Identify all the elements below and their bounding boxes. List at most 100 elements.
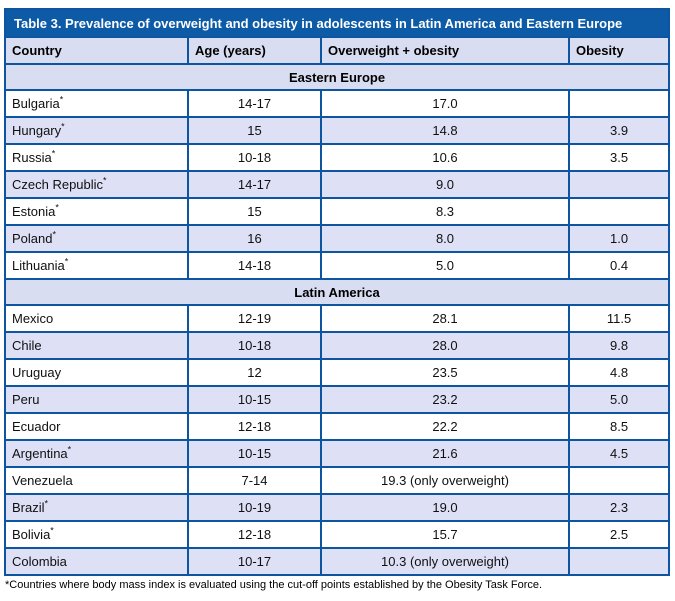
overweight-obesity-cell: 15.7 (320, 520, 570, 549)
table-row-peru: Peru 10-15 23.2 5.0 (4, 385, 671, 414)
age-cell: 10-17 (187, 547, 322, 576)
footnote-marker: * (52, 229, 56, 240)
table-title: Table 3. Prevalence of overweight and ob… (3, 8, 671, 38)
obesity-cell (567, 466, 671, 495)
section-header: Eastern Europe (3, 63, 671, 91)
country-cell: Colombia (4, 547, 189, 576)
footnote-marker: * (50, 525, 54, 536)
prevalence-table: Table 3. Prevalence of overweight and ob… (3, 8, 671, 576)
overweight-obesity-cell: 19.0 (320, 493, 570, 522)
obesity-cell: 2.5 (567, 520, 671, 549)
age-cell: 14-17 (187, 89, 322, 118)
column-header-row: Country Age (years) Overweight + obesity Ob… (4, 36, 671, 65)
footnote-marker: * (64, 256, 69, 267)
overweight-obesity-cell: 8.0 (320, 224, 570, 253)
age-cell: 14-17 (187, 170, 322, 199)
table-row-estonia: Estonia* 15 8.3 (4, 197, 671, 226)
obesity-cell: 4.8 (567, 358, 671, 387)
table-row-venezuela: Venezuela 7-14 19.3 (only overweight) (4, 466, 671, 495)
obesity-cell (567, 89, 671, 118)
country-cell: Peru (4, 385, 189, 414)
overweight-obesity-cell: 10.6 (320, 143, 570, 172)
section-header-row-latin-america: Latin America (3, 278, 671, 306)
country-cell: Uruguay (4, 358, 189, 387)
table-row-uruguay: Uruguay 12 23.5 4.8 (4, 358, 671, 387)
age-cell: 10-18 (187, 331, 322, 360)
age-cell: 12 (187, 358, 322, 387)
overweight-obesity-cell: 8.3 (320, 197, 570, 226)
country-cell: Bulgaria* (4, 89, 189, 118)
country-cell: Russia* (4, 143, 189, 172)
country-cell: Argentina* (4, 439, 189, 468)
country-cell: Mexico (4, 304, 189, 333)
obesity-cell: 8.5 (567, 412, 671, 441)
column-header-overweight-obesity: Overweight + obesity (320, 36, 570, 65)
age-cell: 10-18 (187, 143, 322, 172)
age-cell: 14-18 (187, 251, 322, 280)
table-row-chile: Chile 10-18 28.0 9.8 (4, 331, 671, 360)
obesity-cell: 3.9 (567, 116, 671, 145)
table-row-poland: Poland* 16 8.0 1.0 (4, 224, 671, 253)
overweight-obesity-cell: 23.2 (320, 385, 570, 414)
table-row-hungary: Hungary* 15 14.8 3.9 (4, 116, 671, 145)
table-row-brazil: Brazil* 10-19 19.0 2.3 (4, 493, 671, 522)
country-cell: Brazil* (4, 493, 189, 522)
obesity-cell: 3.5 (567, 143, 671, 172)
age-cell: 10-19 (187, 493, 322, 522)
country-cell: Hungary* (4, 116, 189, 145)
table-row-colombia: Colombia 10-17 10.3 (only overweight) (4, 547, 671, 576)
table-row-argentina: Argentina* 10-15 21.6 4.5 (4, 439, 671, 468)
table-row-czech-republic: Czech Republic* 14-17 9.0 (4, 170, 671, 199)
country-cell: Lithuania* (4, 251, 189, 280)
overweight-obesity-cell: 19.3 (only overweight) (320, 466, 570, 495)
age-cell: 10-15 (187, 439, 322, 468)
country-cell: Czech Republic* (4, 170, 189, 199)
table-row-bulgaria: Bulgaria* 14-17 17.0 (4, 89, 671, 118)
age-cell: 10-15 (187, 385, 322, 414)
country-cell: Poland* (4, 224, 189, 253)
obesity-cell (567, 547, 671, 576)
footnote-marker: * (59, 94, 64, 105)
footnote-marker: * (55, 202, 59, 213)
country-cell: Venezuela (4, 466, 189, 495)
overweight-obesity-cell: 21.6 (320, 439, 570, 468)
obesity-cell: 2.3 (567, 493, 671, 522)
country-cell: Ecuador (4, 412, 189, 441)
age-cell: 12-19 (187, 304, 322, 333)
overweight-obesity-cell: 28.0 (320, 331, 570, 360)
age-cell: 15 (187, 116, 322, 145)
section-header: Latin America (3, 278, 671, 306)
footnote-marker: * (61, 121, 65, 132)
obesity-cell: 9.8 (567, 331, 671, 360)
country-cell: Bolivia* (4, 520, 189, 549)
footnote: *Countries where body mass index is eval… (5, 579, 543, 591)
obesity-cell: 4.5 (567, 439, 671, 468)
obesity-cell: 11.5 (567, 304, 671, 333)
age-cell: 16 (187, 224, 322, 253)
overweight-obesity-cell: 28.1 (320, 304, 570, 333)
overweight-obesity-cell: 9.0 (320, 170, 570, 199)
table-row-bolivia: Bolivia* 12-18 15.7 2.5 (4, 520, 671, 549)
table-row-russia: Russia* 10-18 10.6 3.5 (4, 143, 671, 172)
age-cell: 12-18 (187, 412, 322, 441)
footnote-marker: * (51, 148, 56, 159)
column-header-age-years: Age (years) (187, 36, 322, 65)
footnote-marker: * (103, 175, 107, 186)
footnote-marker: * (67, 444, 72, 455)
overweight-obesity-cell: 23.5 (320, 358, 570, 387)
overweight-obesity-cell: 14.8 (320, 116, 570, 145)
obesity-cell: 5.0 (567, 385, 671, 414)
footnote-marker: * (44, 498, 49, 509)
age-cell: 12-18 (187, 520, 322, 549)
obesity-cell (567, 197, 671, 226)
country-cell: Chile (4, 331, 189, 360)
overweight-obesity-cell: 17.0 (320, 89, 570, 118)
country-cell: Estonia* (4, 197, 189, 226)
table-row-ecuador: Ecuador 12-18 22.2 8.5 (4, 412, 671, 441)
table-title-row: Table 3. Prevalence of overweight and ob… (3, 8, 671, 38)
obesity-cell (567, 170, 671, 199)
overweight-obesity-cell: 5.0 (320, 251, 570, 280)
age-cell: 7-14 (187, 466, 322, 495)
overweight-obesity-cell: 10.3 (only overweight) (320, 547, 570, 576)
